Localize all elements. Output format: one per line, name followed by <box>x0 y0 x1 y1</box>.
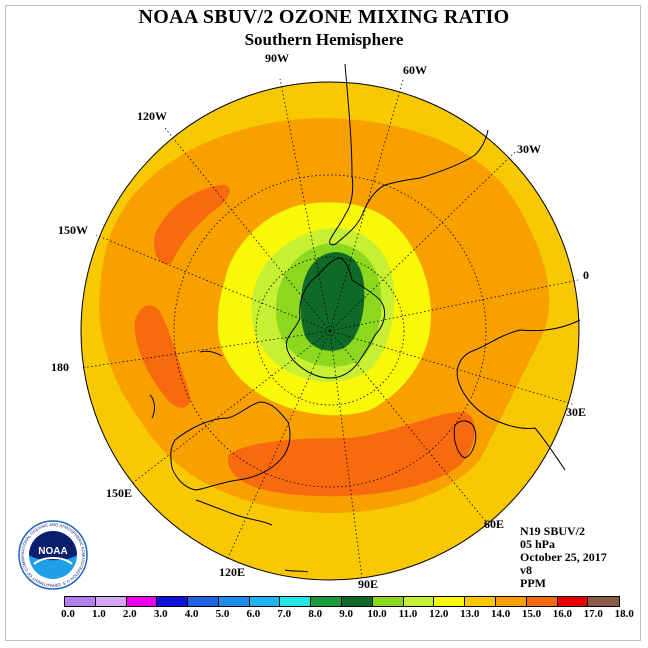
meridian-90w <box>279 78 331 332</box>
colorbar-tick-label: 2.0 <box>122 608 137 620</box>
colorbar-tick-label: 17.0 <box>583 608 603 620</box>
colorbar-swatch <box>126 597 158 606</box>
info-units: PPM <box>520 576 546 590</box>
colorbar-tick-label: 15.0 <box>521 608 542 620</box>
colorbar-swatch <box>372 597 404 606</box>
colorbar-tick-label: 16.0 <box>552 608 573 620</box>
label-90w: 90W <box>265 51 289 65</box>
colorbar-swatch <box>342 597 373 606</box>
colorbar <box>64 596 621 607</box>
region-high-left <box>134 305 191 408</box>
info-satellite: N19 SBUV/2 <box>520 524 586 538</box>
coastlines <box>149 63 581 573</box>
colorbar-swatch <box>249 597 281 606</box>
colorbar-swatch <box>218 597 250 606</box>
label-180: 180 <box>51 360 69 374</box>
label-30e: 30E <box>566 405 587 419</box>
colorbar-swatch <box>311 597 343 606</box>
info-version: v8 <box>520 563 532 577</box>
colorbar-tick-label: 9.0 <box>339 608 353 620</box>
meridian-60e <box>329 330 488 524</box>
colorbar-tick-label: 14.0 <box>490 608 511 620</box>
map-boundary <box>80 81 580 581</box>
label-150e: 150E <box>106 486 133 500</box>
map-subtitle: Southern Hemisphere <box>244 30 404 49</box>
latitude-circle-middle <box>173 174 487 488</box>
info-block: N19 SBUV/2 05 hPa October 25, 2017 v8 PP… <box>520 525 607 590</box>
colorbar-swatch <box>588 597 620 606</box>
info-date: October 25, 2017 <box>520 550 607 564</box>
colorbar-tick-label: 0.0 <box>61 608 75 620</box>
colorbar-tick-label: 5.0 <box>215 608 230 620</box>
colorbar-tick-label: 6.0 <box>246 608 261 620</box>
colorbar-tick-label: 4.0 <box>184 608 199 620</box>
colorbar-swatch <box>403 597 435 606</box>
meridian-120e <box>227 330 331 559</box>
coast-indonesia <box>195 499 309 573</box>
label-60e: 60E <box>484 517 505 531</box>
label-150w: 150W <box>58 223 88 237</box>
coast-antarctica <box>285 257 386 379</box>
colorbar-swatch <box>188 597 219 606</box>
label-30w: 30W <box>517 142 541 156</box>
colorbar-swatch <box>280 597 312 606</box>
colorbar-swatch <box>157 597 189 606</box>
meridian-90e <box>329 330 363 579</box>
coast-south-america <box>329 63 489 246</box>
region-dark-green <box>300 252 365 351</box>
label-90e: 90E <box>358 577 379 591</box>
label-0: 0 <box>583 268 589 282</box>
colorbar-swatch <box>434 597 466 606</box>
colorbar-ticks: 0.0 1.0 2.0 3.0 4.0 5.0 6.0 7.0 8.0 9.0 10.0 11.0 12… <box>61 608 634 622</box>
colorbar-swatch <box>526 597 558 606</box>
colorbar-swatch <box>65 597 96 606</box>
noaa-logo: NOAA NATIONAL OCEANIC AND ATMOSPHERIC AD… <box>18 520 88 590</box>
label-60w: 60W <box>403 63 427 77</box>
latitude-circle-inner <box>255 256 405 406</box>
colorbar-swatch <box>95 597 127 606</box>
graticule <box>80 78 579 579</box>
colorbar-tick-label: 12.0 <box>429 608 449 620</box>
coast-madagascar <box>453 420 477 459</box>
region-high-upper-left <box>153 184 230 265</box>
coast-new-zealand <box>149 350 223 419</box>
info-level: 05 hPa <box>520 537 556 551</box>
figure-frame <box>5 5 641 641</box>
colorbar-swatch <box>465 597 496 606</box>
colorbar-swatch <box>557 597 589 606</box>
colorbar-tick-label: 11.0 <box>398 608 418 620</box>
coast-australia <box>170 401 291 491</box>
colorbar-tick-label: 10.0 <box>367 608 387 620</box>
map-title: NOAA SBUV/2 OZONE MIXING RATIO <box>138 6 510 28</box>
colorbar-tick-label: 8.0 <box>308 608 323 620</box>
meridian-30e <box>329 330 576 406</box>
colorbar-tick-label: 13.0 <box>460 608 480 620</box>
colorbar-tick-label: 3.0 <box>153 608 168 620</box>
colorbar-tick-label: 1.0 <box>92 608 106 620</box>
label-120e: 120E <box>219 565 246 579</box>
colorbar-swatch <box>495 597 527 606</box>
colorbar-tick-label: 7.0 <box>277 608 292 620</box>
colorbar-tick-label: 18.0 <box>614 608 634 620</box>
label-120w: 120W <box>137 109 167 123</box>
region-high-lower <box>227 411 476 497</box>
meridian-30w <box>329 151 516 332</box>
logo-text: NOAA <box>38 546 67 557</box>
coast-africa <box>456 319 581 471</box>
